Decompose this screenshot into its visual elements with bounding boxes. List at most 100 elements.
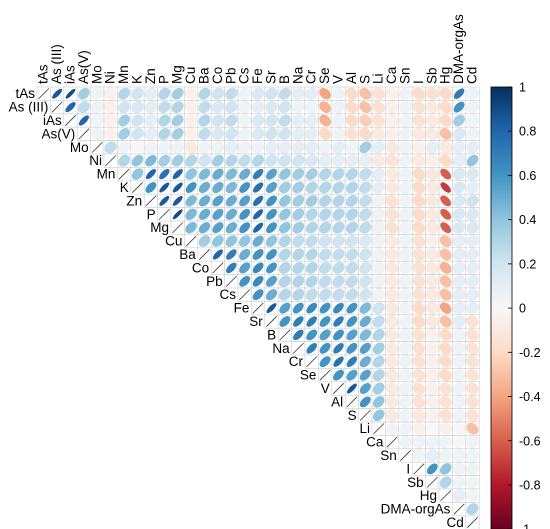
colorbar-tick-label: -0.2 bbox=[519, 346, 541, 360]
correlation-ellipse bbox=[399, 355, 412, 369]
correlation-ellipse bbox=[278, 141, 292, 154]
correlation-ellipse bbox=[212, 168, 224, 180]
row-label: Ba bbox=[179, 247, 196, 262]
correlation-ellipse bbox=[265, 181, 278, 194]
correlation-ellipse bbox=[412, 234, 426, 248]
row-label: As(V) bbox=[41, 126, 75, 141]
correlation-ellipse bbox=[251, 100, 265, 114]
correlation-ellipse bbox=[385, 208, 399, 221]
correlation-ellipse bbox=[412, 208, 426, 221]
correlation-ellipse bbox=[385, 395, 399, 409]
colorbar-tick-label: 0 bbox=[519, 302, 526, 316]
correlation-ellipse bbox=[359, 234, 372, 248]
diagonal-slash bbox=[306, 356, 318, 368]
correlation-ellipse bbox=[439, 288, 452, 301]
correlation-ellipse bbox=[279, 316, 291, 327]
correlation-ellipse bbox=[412, 409, 426, 422]
colorbar-tick-label: 0.4 bbox=[519, 213, 536, 227]
diagonal-slash bbox=[185, 235, 197, 247]
correlation-ellipse bbox=[319, 275, 332, 288]
diagonal-slash bbox=[373, 423, 385, 435]
correlation-ellipse bbox=[412, 315, 426, 328]
correlation-ellipse bbox=[359, 275, 372, 288]
correlation-ellipse bbox=[292, 127, 305, 141]
correlation-ellipse bbox=[412, 328, 426, 342]
row-label: Hg bbox=[420, 488, 437, 503]
correlation-ellipse bbox=[399, 221, 412, 235]
correlation-ellipse bbox=[225, 154, 238, 167]
correlation-ellipse bbox=[212, 195, 224, 207]
correlation-ellipse bbox=[292, 114, 305, 127]
correlation-ellipse bbox=[333, 329, 344, 341]
correlation-ellipse bbox=[90, 127, 104, 141]
correlation-ellipse bbox=[426, 87, 439, 100]
correlation-ellipse bbox=[439, 302, 452, 314]
correlation-ellipse bbox=[184, 87, 198, 101]
correlation-ellipse bbox=[385, 422, 399, 436]
correlation-ellipse bbox=[439, 315, 452, 328]
correlation-ellipse bbox=[185, 222, 197, 234]
correlation-ellipse bbox=[385, 328, 399, 342]
correlation-ellipse bbox=[359, 221, 372, 234]
correlation-ellipse bbox=[466, 328, 479, 342]
correlation-ellipse bbox=[399, 100, 412, 114]
correlation-ellipse bbox=[412, 221, 426, 234]
colorbar-tick-label: -0.4 bbox=[519, 390, 541, 404]
correlation-ellipse bbox=[265, 154, 278, 167]
correlation-ellipse bbox=[452, 449, 466, 462]
correlation-ellipse bbox=[104, 141, 117, 154]
correlation-ellipse bbox=[466, 248, 479, 261]
correlation-ellipse bbox=[292, 181, 305, 194]
correlation-ellipse bbox=[306, 329, 318, 341]
correlation-ellipse bbox=[426, 221, 439, 234]
correlation-ellipse bbox=[305, 221, 318, 234]
correlation-ellipse bbox=[440, 168, 452, 180]
correlation-ellipse bbox=[466, 288, 479, 301]
correlation-ellipse bbox=[172, 182, 183, 193]
correlation-ellipse bbox=[466, 234, 479, 248]
correlation-ellipse bbox=[252, 262, 264, 274]
correlation-ellipse bbox=[385, 167, 399, 181]
correlation-ellipse bbox=[466, 221, 479, 234]
correlation-ellipse bbox=[345, 114, 359, 127]
correlation-ellipse bbox=[238, 235, 251, 247]
correlation-ellipse bbox=[345, 234, 359, 248]
correlation-ellipse bbox=[359, 194, 372, 207]
correlation-ellipse bbox=[359, 342, 371, 354]
correlation-ellipse bbox=[278, 248, 291, 261]
correlation-ellipse bbox=[372, 87, 385, 100]
correlation-ellipse bbox=[426, 261, 439, 275]
correlation-ellipse bbox=[412, 154, 426, 167]
correlation-ellipse bbox=[452, 489, 466, 502]
correlation-ellipse bbox=[439, 154, 452, 167]
correlation-ellipse bbox=[466, 355, 479, 368]
correlation-ellipse bbox=[452, 208, 466, 221]
correlation-ellipse bbox=[198, 181, 211, 194]
correlation-ellipse bbox=[118, 154, 131, 167]
correlation-ellipse bbox=[319, 87, 331, 100]
correlation-ellipse bbox=[399, 234, 412, 248]
correlation-ellipse bbox=[452, 127, 466, 141]
correlation-ellipse bbox=[318, 140, 332, 154]
correlation-ellipse bbox=[292, 168, 305, 180]
correlation-ellipse bbox=[198, 222, 211, 234]
correlation-ellipse bbox=[185, 154, 198, 167]
correlation-ellipse bbox=[412, 368, 426, 382]
correlation-ellipse bbox=[238, 114, 252, 127]
correlation-ellipse bbox=[171, 87, 184, 100]
correlation-ellipse bbox=[238, 140, 252, 154]
correlation-ellipse bbox=[225, 235, 238, 247]
correlation-ellipse bbox=[172, 195, 183, 206]
correlation-ellipse bbox=[144, 114, 158, 127]
correlation-ellipse bbox=[372, 221, 386, 235]
correlation-ellipse bbox=[426, 301, 439, 315]
diagonal-slash bbox=[292, 342, 304, 354]
correlation-ellipse bbox=[252, 168, 264, 180]
correlation-ellipse bbox=[439, 422, 453, 436]
correlation-ellipse bbox=[372, 100, 385, 114]
correlation-ellipse bbox=[319, 194, 332, 207]
correlation-ellipse bbox=[292, 288, 305, 301]
correlation-ellipse bbox=[131, 154, 144, 167]
correlation-ellipse bbox=[452, 181, 466, 194]
